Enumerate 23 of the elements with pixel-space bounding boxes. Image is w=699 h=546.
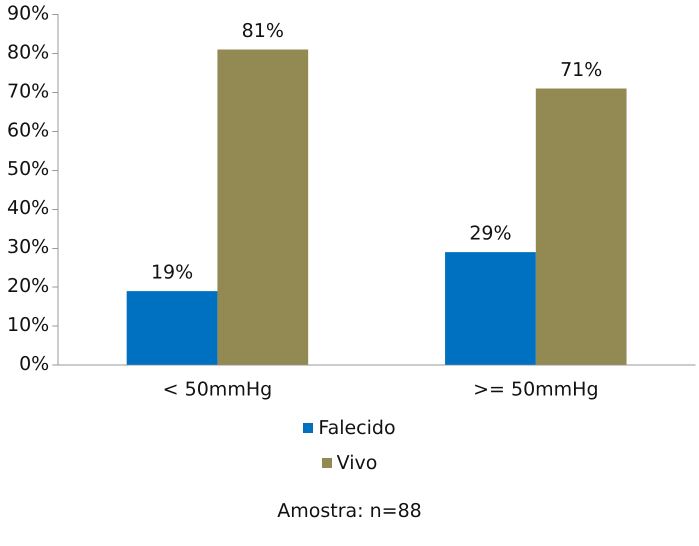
y-tick-label: 10% <box>6 314 50 336</box>
y-tick-label: 50% <box>6 158 50 180</box>
legend-label: Falecido <box>318 416 396 438</box>
x-tick-label: >= 50mmHg <box>473 378 599 401</box>
data-label: 19% <box>150 262 194 284</box>
bar <box>217 49 308 365</box>
y-tick-label: 30% <box>6 236 50 258</box>
bar <box>536 88 627 365</box>
text: Amostra: n=88 <box>276 500 423 522</box>
y-tick-label: 80% <box>6 41 50 64</box>
y-tick-label: 70% <box>6 80 50 102</box>
x-tick-label: < 50mmHg <box>162 378 272 401</box>
y-tick-label: 20% <box>6 275 50 298</box>
bar <box>445 252 536 365</box>
y-tick-label: 40% <box>6 197 50 220</box>
y-tick-label: 60% <box>6 119 50 142</box>
y-tick-label: 0% <box>19 353 50 376</box>
legend-label: Vivo <box>336 452 378 474</box>
data-label: 81% <box>242 20 284 42</box>
y-tick-label: 90% <box>6 2 50 24</box>
data-label: 29% <box>469 222 512 245</box>
bar <box>126 291 218 365</box>
data-label: 71% <box>560 58 602 81</box>
